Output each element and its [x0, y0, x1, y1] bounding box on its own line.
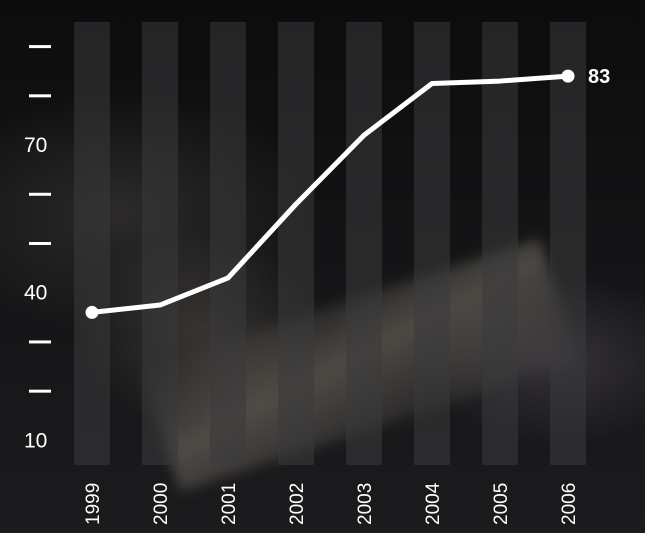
x-tick-label: 2000: [151, 483, 172, 525]
end-value-label: 83: [588, 66, 610, 88]
y-tick-mark: [29, 340, 51, 344]
x-tick-label: 2002: [287, 483, 308, 525]
y-tick-label: 40: [24, 282, 47, 305]
y-tick-mark: [29, 389, 51, 393]
data-point-2006: [561, 69, 575, 83]
column-band-2003: [346, 22, 382, 465]
x-tick-label: 2003: [355, 483, 376, 525]
x-tick-label: 1999: [83, 483, 104, 525]
x-tick-label: 2005: [491, 483, 512, 525]
column-bands: [74, 22, 586, 465]
y-axis: 10 40 70: [24, 45, 51, 452]
y-tick-label: 10: [24, 429, 47, 452]
y-tick-mark: [29, 192, 51, 196]
y-tick-label: 70: [24, 134, 47, 157]
x-tick-label: 2001: [219, 483, 240, 525]
column-band-2005: [482, 22, 518, 465]
series-line: [89, 73, 571, 315]
column-band-2006: [550, 22, 586, 465]
x-tick-label: 2006: [559, 483, 580, 525]
column-band-1999: [74, 22, 110, 465]
y-tick-mark: [29, 94, 51, 98]
column-band-2002: [278, 22, 314, 465]
column-band-2004: [414, 22, 450, 465]
series-layer: [85, 69, 575, 319]
data-point-1999: [85, 305, 99, 319]
y-tick-mark: [29, 242, 51, 245]
y-tick-mark: [29, 45, 51, 49]
x-axis: 1999 2000 2001 2002 2003 2004 2005 2006: [83, 482, 580, 525]
column-band-2001: [210, 22, 246, 465]
x-tick-label: 2004: [423, 482, 444, 525]
column-band-2000: [142, 22, 178, 465]
